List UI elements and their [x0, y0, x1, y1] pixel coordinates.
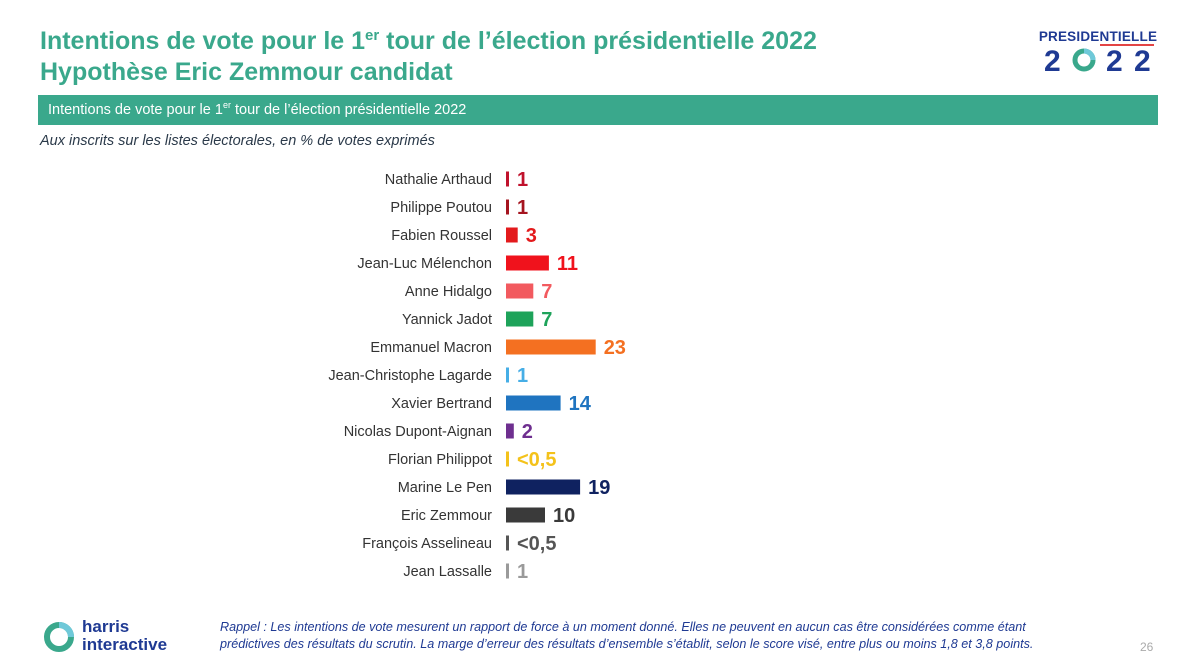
page-number: 26 [1140, 640, 1154, 654]
bar [506, 199, 509, 215]
harris-wordmark: harris interactive [82, 617, 168, 654]
bar [506, 283, 534, 299]
value-label: 7 [541, 309, 552, 331]
value-label: 2 [522, 421, 533, 443]
logo-digits: 2 2 2 [1044, 45, 1151, 75]
bar [506, 227, 518, 243]
value-label: 1 [517, 169, 528, 191]
bar [506, 479, 581, 495]
logo-digit-4: 2 [1134, 45, 1151, 75]
category-label: Fabien Roussel [391, 228, 492, 244]
value-label: 1 [517, 561, 528, 583]
logo-digit-3: 2 [1106, 45, 1123, 75]
value-label: 3 [526, 225, 537, 247]
category-label: Florian Philippot [388, 452, 492, 468]
category-label: Jean Lassalle [403, 564, 492, 580]
category-label: Philippe Poutou [390, 200, 492, 216]
section-banner: Intentions de vote pour le 1er tour de l… [38, 95, 1158, 125]
page-title: Intentions de vote pour le 1er tour de l… [40, 26, 817, 88]
title-line-2: Hypothèse Eric Zemmour candidat [40, 58, 453, 86]
bar [506, 423, 514, 439]
category-label: François Asselineau [362, 536, 492, 552]
category-label: Nicolas Dupont-Aignan [344, 424, 492, 440]
bar [506, 451, 509, 467]
category-label: Emmanuel Macron [370, 340, 492, 356]
logo-underline [1100, 44, 1154, 46]
harris-ring-icon [44, 622, 74, 652]
value-label: 10 [553, 505, 575, 527]
disclaimer-note: Rappel : Les intentions de vote mesurent… [220, 620, 1034, 651]
bar [506, 535, 509, 551]
category-label: Jean-Luc Mélenchon [357, 256, 492, 272]
vote-intentions-bar-chart: Nathalie Arthaud 1 Philippe Poutou 1 Fabien … [328, 169, 626, 583]
logo-ring-icon [1072, 48, 1096, 72]
bar [506, 255, 549, 271]
category-label: Eric Zemmour [401, 508, 492, 524]
bar [506, 367, 509, 383]
title-line-1: Intentions de vote pour le 1er tour de l… [40, 27, 817, 55]
bar [506, 171, 509, 187]
bar [506, 339, 596, 355]
logo-word: PRESIDENTIELLE [1038, 29, 1158, 44]
value-label: 14 [569, 393, 592, 415]
category-label: Anne Hidalgo [405, 284, 492, 300]
chart-subtitle: Aux inscrits sur les listes électorales,… [40, 133, 435, 149]
bar [506, 395, 561, 411]
value-label: 23 [604, 337, 626, 359]
category-label: Jean-Christophe Lagarde [328, 368, 492, 384]
category-label: Marine Le Pen [398, 480, 492, 496]
presidentielle-2022-logo: PRESIDENTIELLE 2 2 2 [1038, 29, 1158, 75]
value-label: 19 [588, 477, 610, 499]
harris-interactive-logo: harris interactive [42, 618, 182, 658]
value-label: <0,5 [517, 533, 556, 555]
bar [506, 563, 509, 579]
logo-digit-1: 2 [1044, 45, 1061, 75]
value-label: 7 [541, 281, 552, 303]
category-label: Xavier Bertrand [391, 396, 492, 412]
value-label: 1 [517, 365, 528, 387]
category-label: Nathalie Arthaud [385, 172, 492, 188]
value-label: 11 [557, 253, 578, 275]
value-label: <0,5 [517, 449, 556, 471]
value-label: 1 [517, 197, 528, 219]
bar [506, 311, 534, 327]
category-label: Yannick Jadot [402, 312, 492, 328]
bar [506, 507, 545, 523]
